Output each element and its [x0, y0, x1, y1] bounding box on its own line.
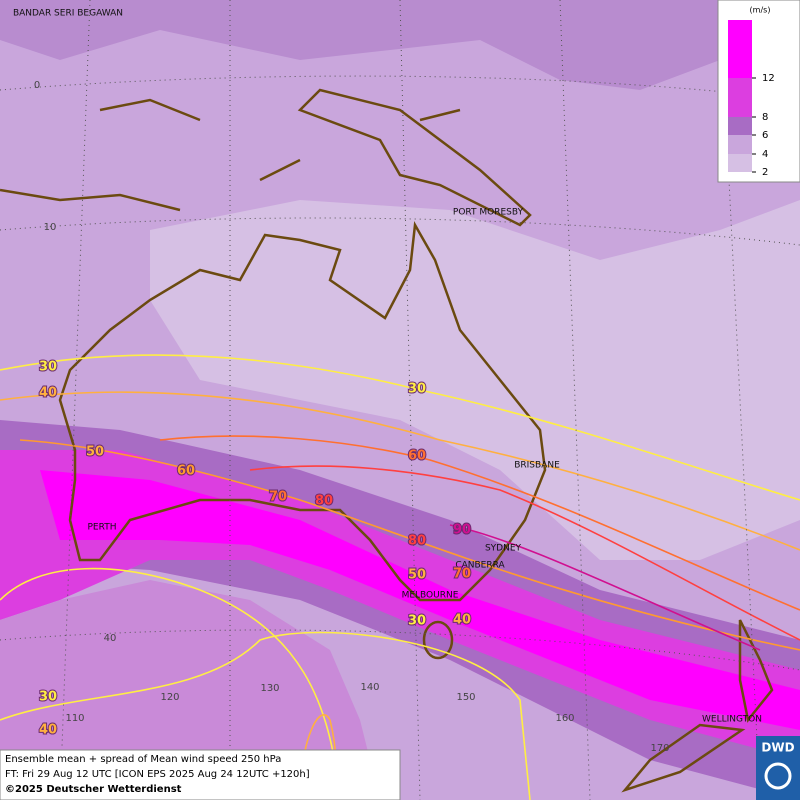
legend-swatch [728, 154, 752, 172]
legend-swatch [728, 78, 752, 117]
contour-label: 30 [408, 382, 426, 397]
grid-label: 10 [44, 222, 57, 233]
contour-label: 30 [408, 614, 426, 629]
contour-label: 40 [39, 386, 57, 401]
isotach [0, 391, 800, 551]
legend-tick-label: 6 [762, 130, 768, 141]
coastline [0, 98, 461, 212]
isotach [159, 435, 800, 611]
legend-tick-label: 4 [762, 149, 768, 160]
contour-label: 70 [453, 567, 471, 582]
grid-label: 0 [34, 80, 40, 91]
grid-label: 120 [160, 692, 179, 703]
isotach [449, 524, 761, 651]
grid-label: 150 [456, 692, 475, 703]
footer-text: Ensemble mean + spread of Mean wind spee… [5, 754, 281, 765]
grid-label: 40 [104, 633, 117, 644]
grid-label: 160 [555, 713, 574, 724]
city-label: PORT MORESBY [453, 208, 524, 218]
isotach [0, 567, 341, 800]
coastline [58, 221, 547, 602]
isotach [0, 631, 531, 800]
contour-label: 40 [39, 723, 57, 738]
contour-label: 60 [177, 464, 195, 479]
contour-label: 70 [269, 490, 287, 505]
contour-label: 30 [39, 360, 57, 375]
footer-text: ©2025 Deutscher Wetterdienst [5, 784, 182, 795]
contour-label: 50 [86, 445, 104, 460]
legend-tick-label: 2 [762, 167, 768, 178]
city-label: BRISBANE [514, 461, 560, 471]
city-label: SYDNEY [485, 544, 522, 554]
contour-label: 90 [453, 523, 471, 538]
legend-unit: (m/s) [750, 6, 771, 15]
isotach [19, 439, 800, 651]
logo-icon [764, 762, 792, 790]
isotach [249, 465, 800, 641]
grid-label: 110 [65, 713, 84, 724]
logo: DWD [761, 741, 794, 755]
isotach [0, 354, 800, 501]
contour-label: 40 [453, 613, 471, 628]
legend-swatch [728, 117, 752, 135]
contour-label: 60 [408, 449, 426, 464]
city-label: PERTH [88, 523, 117, 533]
contour-label: 30 [39, 690, 57, 705]
spread-region [150, 200, 800, 560]
grid-label: 130 [260, 683, 279, 694]
contour-label: 80 [408, 534, 426, 549]
city-label: BANDAR SERI BEGAWAN [13, 9, 123, 19]
legend-swatch [728, 20, 752, 78]
graticule-line [0, 75, 800, 671]
legend-tick-label: 12 [762, 73, 775, 84]
grid-label: 170 [650, 743, 669, 754]
isotachs [0, 354, 800, 800]
footer-box [0, 749, 401, 800]
contour-label: 80 [315, 494, 333, 509]
city-label: CANBERRA [455, 561, 505, 571]
legend-tick-label: 8 [762, 112, 768, 123]
footer-text: FT: Fri 29 Aug 12 UTC [ICON EPS 2025 Aug… [5, 769, 310, 780]
grid-label: 140 [360, 682, 379, 693]
coastline [297, 88, 532, 227]
contour-label: 50 [408, 568, 426, 583]
coastline [621, 619, 774, 793]
city-label: WELLINGTON [702, 715, 762, 725]
graticule-line [59, 0, 761, 800]
legend-swatch [728, 135, 752, 154]
city-label: MELBOURNE [402, 591, 459, 601]
coastline [422, 620, 454, 660]
spread-region [0, 0, 720, 90]
